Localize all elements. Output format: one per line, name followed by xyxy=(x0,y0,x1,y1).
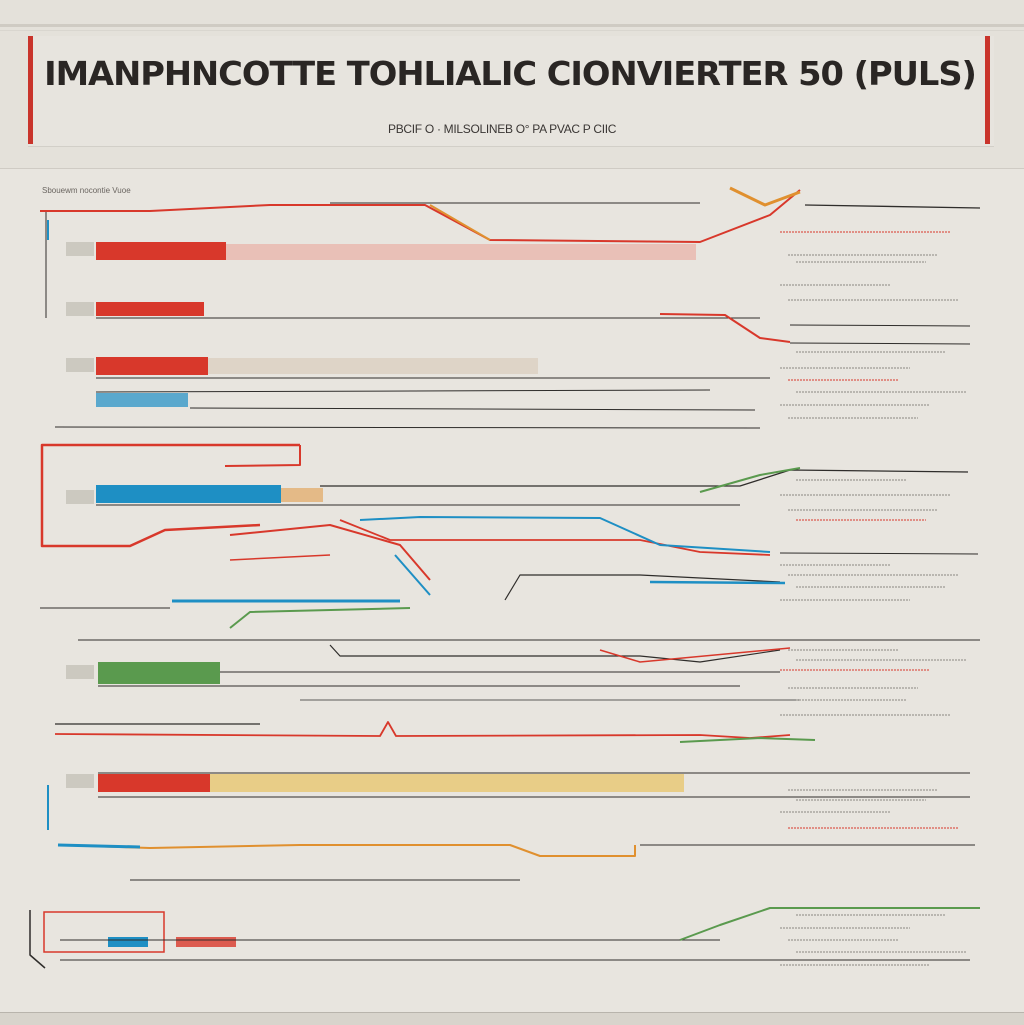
bar-7-red xyxy=(98,774,210,792)
top-route-orange xyxy=(429,204,491,241)
bar-5-green xyxy=(699,467,801,493)
tangle-blue xyxy=(359,516,771,553)
bottom-chip-red xyxy=(176,937,236,947)
top-right-rule xyxy=(804,204,981,209)
low-green xyxy=(679,737,816,743)
bar-5-blue xyxy=(96,485,281,503)
header-left-accent-bar xyxy=(28,36,33,144)
bar-3-tint xyxy=(208,358,538,374)
bottom-bracket xyxy=(29,910,46,969)
bar-4-rule xyxy=(189,407,756,411)
bar-1-tint xyxy=(226,244,696,260)
bottom-frame xyxy=(43,911,165,953)
route-red-2 xyxy=(599,647,791,663)
tangle-red-1 xyxy=(229,524,431,581)
tangle-right-rule xyxy=(779,552,979,555)
tangle-blue-right xyxy=(649,580,786,585)
tangle-red-3 xyxy=(229,554,331,561)
bar-connector-5 xyxy=(66,774,94,788)
bar-connector-2 xyxy=(66,358,94,372)
header-banner: IMANPHNCOTTE TOHLIALIC CIONVIERTER 50 (P… xyxy=(28,36,994,147)
bar-5-route xyxy=(320,469,969,487)
bottom-bar xyxy=(0,1012,1024,1025)
header-right-accent-bar xyxy=(985,36,990,144)
loop-bracket-red xyxy=(40,443,300,548)
bar-6-green xyxy=(98,662,220,684)
bar-2-route xyxy=(659,313,791,343)
bar-1-red xyxy=(96,242,226,260)
panel-label: Sbouewm nocontie Vuoe xyxy=(42,186,131,195)
bar-4-blue xyxy=(96,393,188,407)
bar-2-red xyxy=(96,302,204,316)
route-dark-2 xyxy=(329,644,781,663)
loop-bracket-tail xyxy=(224,445,301,467)
bottom-green xyxy=(679,907,980,941)
bar-connector-1 xyxy=(66,302,94,316)
top-hook-orange xyxy=(729,186,801,207)
bar-connector-3 xyxy=(66,490,94,504)
route-orange-bottom xyxy=(57,844,636,857)
mid-rule-1 xyxy=(54,426,761,429)
bar-7-yellow xyxy=(210,774,684,792)
bar-5-tint xyxy=(281,488,323,502)
bar-2-right-rule xyxy=(789,324,971,327)
page-title: IMANPHNCOTTE TOHLIALIC CIONVIERTER 50 (P… xyxy=(44,54,977,93)
tangle-dark xyxy=(504,574,781,601)
bar-2-right-rule-b xyxy=(789,342,971,345)
bar-3-red xyxy=(96,357,208,375)
top-route-red xyxy=(40,189,801,243)
bar-connector-0 xyxy=(66,242,94,256)
tangle-red-2 xyxy=(339,519,771,556)
bar-3-rule-b xyxy=(95,389,711,393)
bar-connector-4 xyxy=(66,665,94,679)
tangle-blue-drop xyxy=(394,554,431,596)
top-divider xyxy=(0,24,1024,27)
bottom-chip-blue xyxy=(108,937,148,947)
page-subtitle: PBCIF O · MILSOLINEB O° PA PVAC P CIIC xyxy=(388,122,617,136)
route-green-low xyxy=(229,607,411,629)
top-divider-secondary xyxy=(0,30,1024,31)
route-blue-bottom xyxy=(57,843,141,849)
